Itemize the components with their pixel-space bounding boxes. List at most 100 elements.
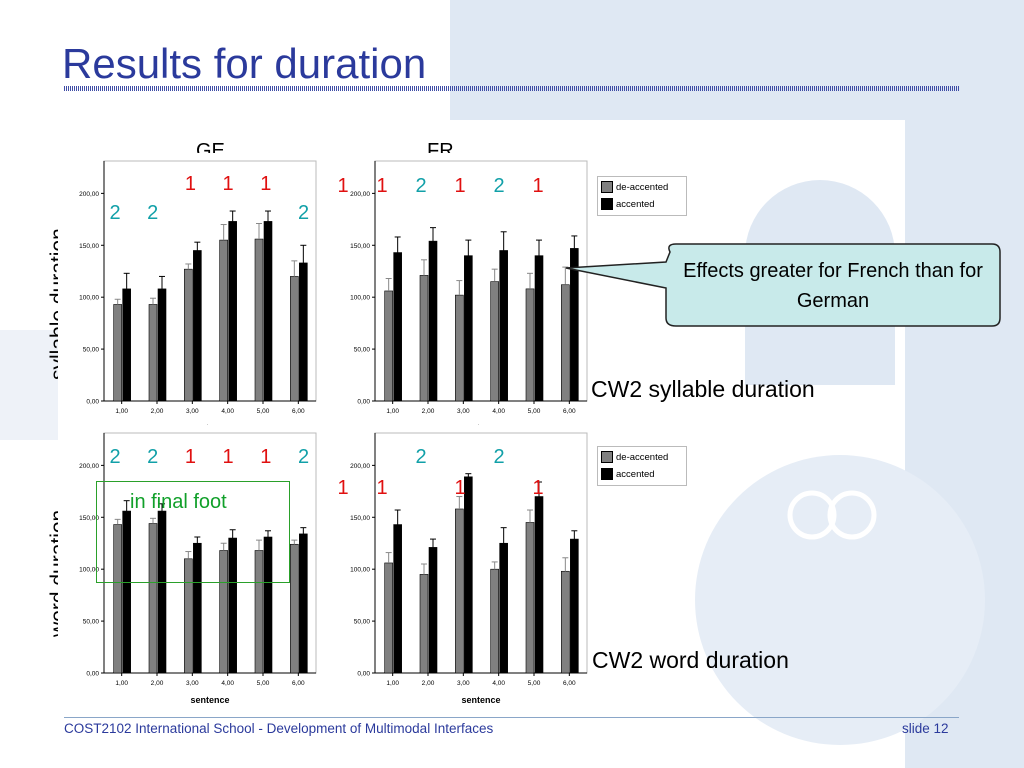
chart-word-fr: 0,00 50,00 100,00 150,00 200,00 1,00 2,00 3,00 4… <box>329 425 597 710</box>
y-tick-label: 150,00 <box>79 515 99 522</box>
bar-de-accented <box>455 508 464 674</box>
bar-de-accented <box>219 239 228 402</box>
y-tick-label: 200,00 <box>350 191 370 198</box>
y-tick-label: 150,00 <box>350 515 370 522</box>
x-tick-label: 5,00 <box>257 408 270 415</box>
y-tick-label: 50,00 <box>83 619 100 626</box>
x-axis-label: sentence <box>461 695 500 705</box>
significance-marker: 1 <box>454 477 466 499</box>
significance-marker: 1 <box>184 173 196 195</box>
y-tick-label: 200,00 <box>79 191 99 198</box>
significance-marker: 1 <box>337 477 349 499</box>
significance-marker: 2 <box>493 175 505 197</box>
x-tick-label: 3,00 <box>457 680 470 687</box>
x-tick-label: 5,00 <box>257 680 270 687</box>
legend-bottom: de-accented accented <box>597 446 687 486</box>
significance-marker: 1 <box>260 173 272 195</box>
y-tick-label: 50,00 <box>354 347 371 354</box>
callout-bubble <box>565 243 1001 327</box>
y-tick-label: 0,00 <box>357 399 370 406</box>
legend-label: accented <box>616 198 655 210</box>
significance-marker: 1 <box>222 173 234 195</box>
y-tick-label: 150,00 <box>79 243 99 250</box>
legend-swatch-black <box>601 468 613 480</box>
significance-marker: 2 <box>109 202 121 224</box>
bar-de-accented <box>290 276 299 402</box>
caption-syllable: CW2 syllable duration <box>591 376 815 402</box>
y-tick-label: 0,00 <box>357 671 370 678</box>
significance-marker: 2 <box>297 202 310 224</box>
x-tick-label: 2,00 <box>422 408 435 415</box>
legend-swatch-gray <box>601 451 613 463</box>
title-underline <box>64 86 959 91</box>
x-tick-label: 4,00 <box>221 680 234 687</box>
y-tick-label: 0,00 <box>86 671 99 678</box>
footer-right: slide 12 <box>902 721 949 736</box>
x-tick-label: 1,00 <box>386 408 399 415</box>
significance-marker: 2 <box>147 446 159 468</box>
chart-syllable-ge: 0,00 50,00 100,00 150,00 200,00 1,00 2,00 3,00 4… <box>58 153 326 438</box>
significance-marker: 2 <box>109 446 121 468</box>
significance-marker: 1 <box>260 446 272 468</box>
bar-accented <box>299 262 308 402</box>
x-axis-label: sentence <box>190 695 229 705</box>
plot-frame <box>103 432 317 674</box>
y-tick-label: 100,00 <box>79 295 99 302</box>
plot-frame <box>374 160 588 402</box>
x-tick-label: 6,00 <box>292 408 305 415</box>
significance-marker: 1 <box>532 477 544 499</box>
x-tick-label: 6,00 <box>292 680 305 687</box>
y-tick-label: 150,00 <box>350 243 370 250</box>
chart-word-ge: 0,00 50,00 100,00 150,00 200,00 1,00 2,00 3,00 4… <box>58 425 326 710</box>
significance-marker: 2 <box>415 175 427 197</box>
legend-label: accented <box>616 468 655 480</box>
y-tick-label: 200,00 <box>79 463 99 470</box>
x-tick-label: 4,00 <box>492 680 505 687</box>
y-tick-label: 200,00 <box>350 463 370 470</box>
x-tick-label: 3,00 <box>186 408 199 415</box>
x-tick-label: 6,00 <box>563 680 576 687</box>
bar-de-accented <box>490 568 499 674</box>
final-foot-box <box>96 481 290 583</box>
x-tick-label: 2,00 <box>151 680 164 687</box>
y-tick-label: 0,00 <box>86 399 99 406</box>
significance-marker: 1 <box>454 175 466 197</box>
significance-marker: 1 <box>337 175 349 197</box>
legend-swatch-black <box>601 198 613 210</box>
legend-top: de-accented accented <box>597 176 687 216</box>
y-tick-label: 50,00 <box>354 619 371 626</box>
x-tick-label: 4,00 <box>221 408 234 415</box>
significance-marker: 2 <box>415 446 427 468</box>
legend-item-accented: accented <box>601 467 655 481</box>
x-tick-label: 1,00 <box>115 408 128 415</box>
significance-marker: 2 <box>147 202 159 224</box>
x-tick-label: 4,00 <box>492 408 505 415</box>
footer-left: COST2102 International School - Developm… <box>64 721 494 736</box>
plot-frame <box>374 432 588 674</box>
y-tick-label: 100,00 <box>350 567 370 574</box>
x-tick-label: 3,00 <box>457 408 470 415</box>
bar-accented <box>193 250 202 402</box>
x-tick-label: 1,00 <box>386 680 399 687</box>
bar-de-accented <box>148 304 158 402</box>
significance-marker: 1 <box>376 477 388 499</box>
x-tick-label: 5,00 <box>528 408 541 415</box>
legend-label: de-accented <box>616 181 669 193</box>
significance-marker: 2 <box>493 446 505 468</box>
plot-frame <box>103 160 317 402</box>
significance-marker: 1 <box>184 446 196 468</box>
bar-accented <box>299 533 308 674</box>
y-tick-label: 100,00 <box>350 295 370 302</box>
bar-de-accented <box>384 562 393 674</box>
callout-shape <box>565 243 1001 327</box>
bar-de-accented <box>113 304 122 402</box>
legend-item-accented: accented <box>601 197 655 211</box>
final-foot-label: in final foot <box>130 491 227 513</box>
x-tick-label: 2,00 <box>151 408 164 415</box>
significance-marker: 1 <box>532 175 544 197</box>
significance-marker: 1 <box>222 446 234 468</box>
legend-label: de-accented <box>616 451 669 463</box>
footer-rule <box>64 717 959 718</box>
